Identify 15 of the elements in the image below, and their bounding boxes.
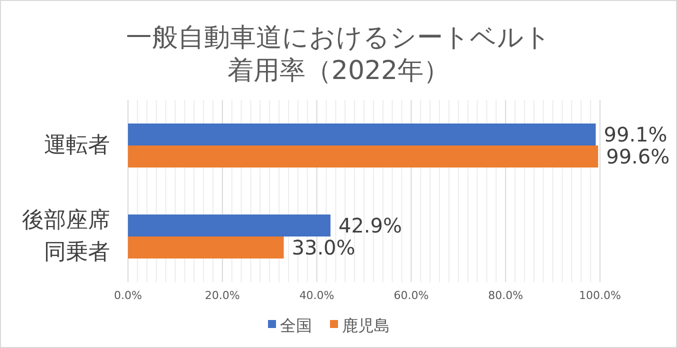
legend-label: 全国 (280, 316, 312, 335)
legend-label: 鹿児島 (342, 316, 390, 335)
data-label: 42.9% (338, 214, 402, 238)
y-tick-label: 後部座席同乗者 (21, 206, 110, 266)
data-label: 99.6% (606, 144, 670, 168)
data-label: 33.0% (292, 236, 356, 260)
chart-title: 一般自動車道におけるシートベルト着用率（2022年） (125, 22, 552, 87)
y-tick-label: 運転者 (43, 132, 110, 160)
x-tick-label: 80.0% (488, 289, 524, 302)
data-label: 99.1% (604, 122, 668, 146)
x-tick-label: 20.0% (204, 289, 240, 302)
x-tick-label: 40.0% (299, 289, 334, 302)
x-tick-label: 0.0% (114, 289, 142, 302)
x-tick-label: 60.0% (394, 289, 429, 302)
x-tick-label: 100.0% (579, 289, 621, 302)
